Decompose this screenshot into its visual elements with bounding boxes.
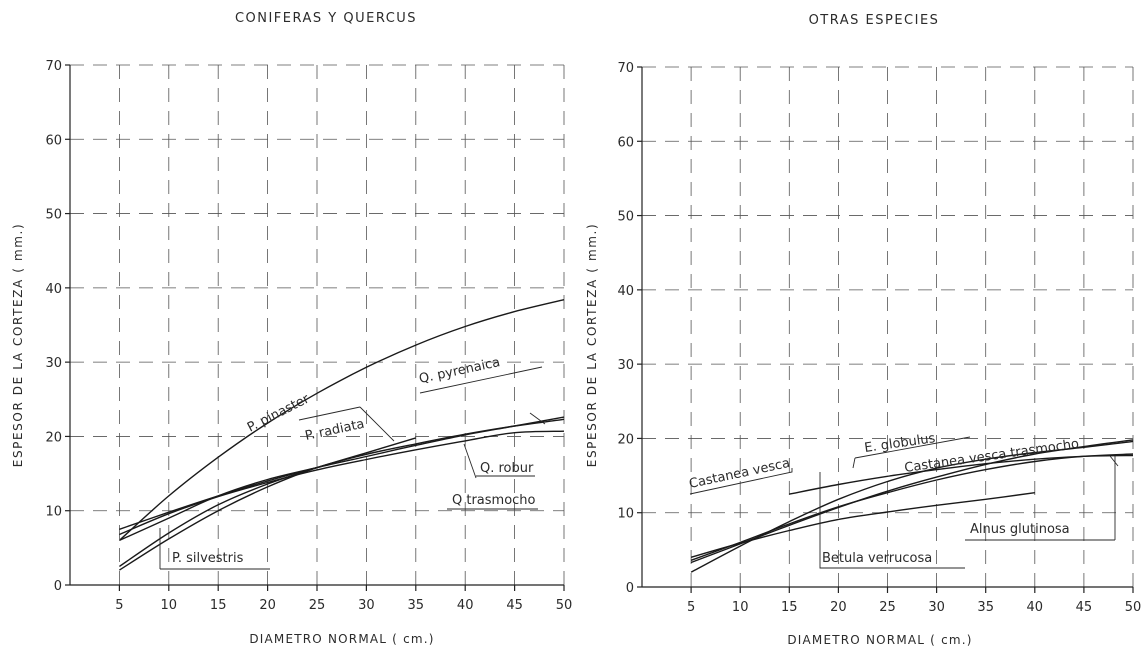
- tick-labels: 5 10 15 20 25 30 35 40 45 50 0 10 20 30 40 50 60 70: [45, 59, 572, 613]
- x-tick-label: 40: [1027, 600, 1044, 615]
- y-tick-label: 10: [45, 505, 62, 520]
- series-line-p-radiata: [119, 437, 417, 567]
- annotation-label: Q. robur: [480, 461, 534, 476]
- x-axis-label: DIAMETRO NORMAL ( cm.): [787, 633, 972, 647]
- series-line-betula-verrucosa: [690, 492, 1035, 558]
- x-axis-label: DIAMETRO NORMAL ( cm.): [249, 632, 434, 646]
- x-tick-label: 15: [781, 600, 798, 615]
- series-line-p-silvestris: [119, 466, 318, 542]
- x-tick-label: 10: [732, 600, 749, 615]
- tick-labels: 5 10 15 20 25 30 35 40 45 50 0 10 20 30 40 50 60 70: [617, 61, 1141, 615]
- gridlines: [642, 66, 1134, 587]
- series-line-q-robur: [119, 430, 565, 536]
- annotations: P. pinaster Q. pyrenaica P. radiata Q. r…: [172, 355, 536, 566]
- axes: [65, 64, 565, 591]
- y-tick-label: 20: [617, 432, 634, 447]
- annotation-leaders: [689, 436, 1119, 569]
- y-tick-label: 60: [45, 133, 62, 148]
- y-tick-label: 30: [45, 356, 62, 371]
- x-tick-label: 10: [161, 598, 178, 613]
- x-tick-label: 50: [1125, 600, 1142, 615]
- x-tick-label: 45: [1076, 600, 1093, 615]
- chart-title: CONIFERAS Y QUERCUS: [235, 11, 417, 26]
- x-tick-label: 50: [556, 598, 573, 613]
- chart-panel-coniferas: CONIFERAS Y QUERCUS ESPESOR DE LA CORTEZ…: [11, 11, 572, 646]
- annotation-label: Q trasmocho: [452, 493, 536, 508]
- annotations: Castanea vesca E. globulus Castanea vesc…: [688, 431, 1080, 566]
- series-line-p-pinaster: [118, 299, 565, 541]
- x-tick-label: 20: [259, 598, 276, 613]
- y-tick-label: 30: [617, 358, 634, 373]
- x-tick-label: 45: [506, 598, 523, 613]
- y-axis-label: ESPESOR DE LA CORTEZA ( mm.): [11, 223, 25, 467]
- chart-panel-otras: OTRAS ESPECIES ESPESOR DE LA CORTEZA ( m…: [585, 13, 1141, 647]
- x-tick-label: 20: [830, 600, 847, 615]
- y-tick-label: 40: [45, 282, 62, 297]
- y-tick-label: 70: [617, 61, 634, 76]
- y-tick-label: 20: [45, 430, 62, 445]
- y-tick-label: 0: [626, 581, 634, 596]
- y-tick-label: 40: [617, 284, 634, 299]
- annotation-label: Castanea vesca: [688, 456, 792, 492]
- y-tick-label: 50: [617, 210, 634, 225]
- annotation-label: P. silvestris: [172, 551, 244, 566]
- x-tick-label: 30: [928, 600, 945, 615]
- series-line-castanea-vesca-trasmocho: [690, 439, 1134, 564]
- x-tick-label: 35: [408, 598, 425, 613]
- x-tick-label: 40: [457, 598, 474, 613]
- x-tick-label: 25: [309, 598, 326, 613]
- annotation-label: Betula verrucosa: [822, 551, 932, 566]
- y-axis-label: ESPESOR DE LA CORTEZA ( mm.): [585, 223, 599, 467]
- chart-title: OTRAS ESPECIES: [809, 13, 940, 28]
- annotation-label: Alnus glutinosa: [970, 522, 1070, 537]
- x-tick-label: 15: [210, 598, 227, 613]
- x-tick-label: 5: [115, 598, 123, 613]
- annotation-label: P. radiata: [304, 417, 366, 444]
- y-tick-label: 10: [617, 507, 634, 522]
- annotation-label: P. pinaster: [245, 391, 312, 435]
- series-line-alnus-glutinosa: [690, 453, 1134, 561]
- x-tick-label: 5: [687, 600, 695, 615]
- series-lines: [118, 299, 565, 571]
- y-tick-label: 0: [54, 579, 62, 594]
- gridlines: [70, 64, 565, 585]
- annotation-label: Q. pyrenaica: [418, 355, 502, 387]
- series-lines: [690, 439, 1134, 573]
- x-tick-label: 25: [879, 600, 896, 615]
- y-tick-label: 60: [617, 135, 634, 150]
- y-tick-label: 70: [45, 59, 62, 74]
- y-tick-label: 50: [45, 208, 62, 223]
- axes: [637, 66, 1134, 593]
- x-tick-label: 35: [977, 600, 994, 615]
- series-line-q-trasmocho: [119, 416, 565, 530]
- annotation-leaders: [159, 366, 546, 570]
- annotation-label: E. globulus: [863, 431, 936, 456]
- x-tick-label: 30: [358, 598, 375, 613]
